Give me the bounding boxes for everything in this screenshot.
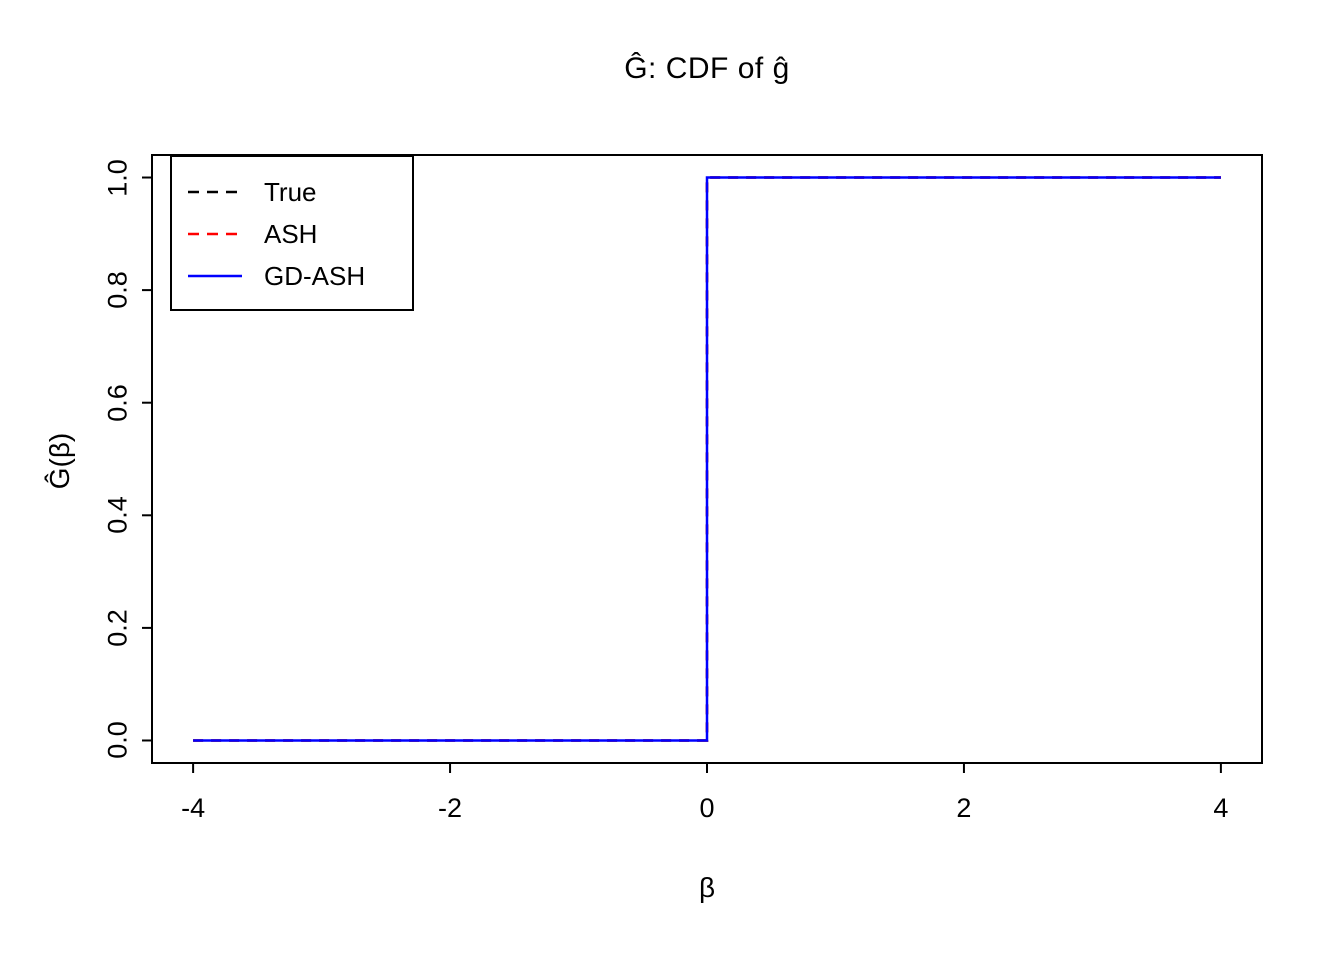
- legend: True ASH GD-ASH: [170, 155, 414, 311]
- legend-item-ash: ASH: [172, 213, 412, 255]
- x-tick-label-2: 0: [699, 793, 715, 823]
- y-tick-label-5: 1.0: [102, 158, 133, 197]
- series-line-gd-ash: [193, 176, 1221, 742]
- y-tick-label-3: 0.6: [102, 383, 133, 422]
- x-tick-label-0: -4: [181, 793, 206, 823]
- legend-item-gd-ash: GD-ASH: [172, 255, 412, 297]
- legend-label-true: True: [264, 177, 317, 207]
- x-tick-label-1: -2: [438, 793, 463, 823]
- y-tick-label-0: 0.0: [102, 721, 133, 760]
- x-axis-label: β: [698, 872, 716, 903]
- dashed-red-line-sample-icon: [188, 232, 242, 236]
- solid-blue-line-sample-icon: [188, 274, 242, 278]
- chart-title: Ĝ: CDF of ĝ: [624, 52, 790, 85]
- y-tick-label-4: 0.8: [102, 271, 133, 309]
- legend-item-true: True: [172, 171, 412, 213]
- x-tick-label-4: 4: [1213, 793, 1229, 823]
- legend-label-ash: ASH: [264, 219, 318, 249]
- y-tick-label-1: 0.2: [102, 609, 133, 647]
- y-tick-label-2: 0.4: [102, 496, 133, 535]
- x-tick-label-3: 2: [956, 793, 972, 823]
- dashed-black-line-sample-icon: [188, 190, 242, 194]
- legend-label-gd-ash: GD-ASH: [264, 261, 366, 291]
